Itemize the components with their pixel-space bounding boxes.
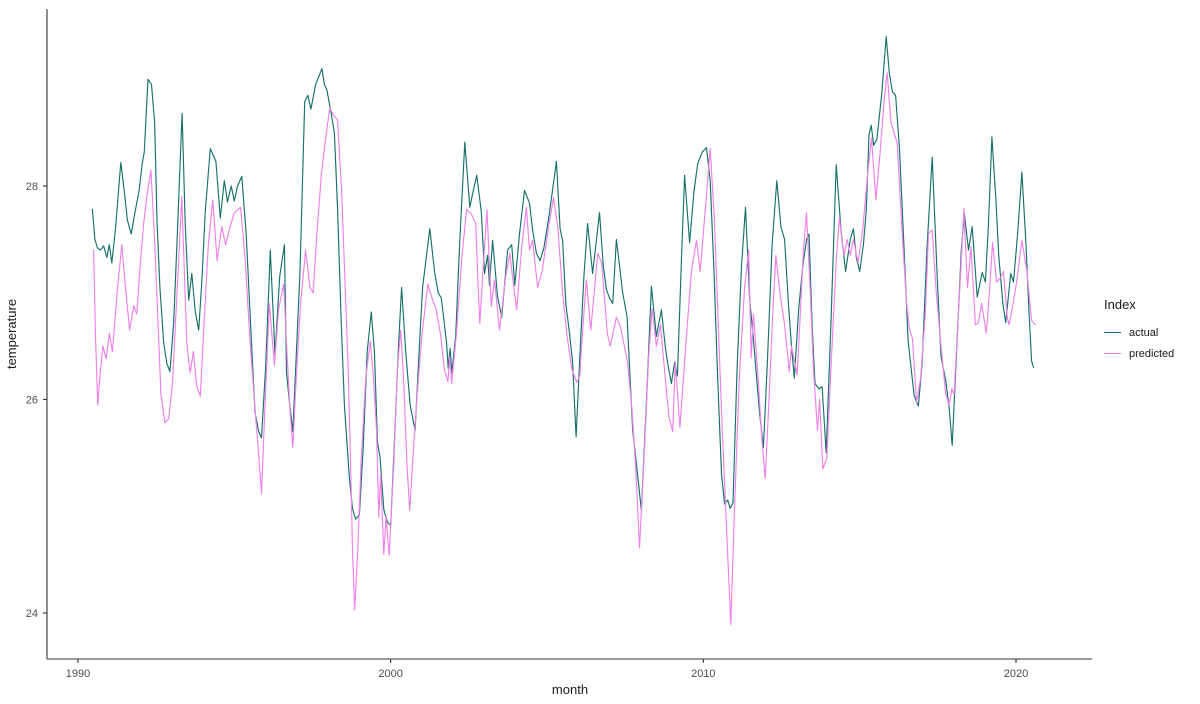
y-axis-title: temperature (4, 299, 19, 369)
y-tick-label: 26 (26, 395, 38, 407)
series-line-actual (91, 36, 1035, 527)
legend-key-line-predicted (1104, 353, 1121, 354)
x-tick-label: 1990 (66, 668, 90, 680)
legend: Index actual predicted (1104, 297, 1174, 364)
y-tick-label: 24 (26, 608, 38, 620)
x-tick-label: 2020 (1004, 668, 1028, 680)
y-tick-label: 28 (26, 181, 38, 193)
legend-entry-predicted: predicted (1104, 343, 1174, 364)
x-axis-title: month (552, 682, 588, 697)
x-tick-label: 2000 (378, 668, 402, 680)
series-line-predicted (93, 72, 1036, 626)
legend-key-line-actual (1104, 332, 1121, 333)
legend-title: Index (1104, 297, 1136, 312)
legend-label-actual: actual (1129, 326, 1159, 339)
x-tick-label: 2010 (691, 668, 715, 680)
legend-label-predicted: predicted (1129, 347, 1175, 360)
legend-entry-actual: actual (1104, 322, 1174, 343)
